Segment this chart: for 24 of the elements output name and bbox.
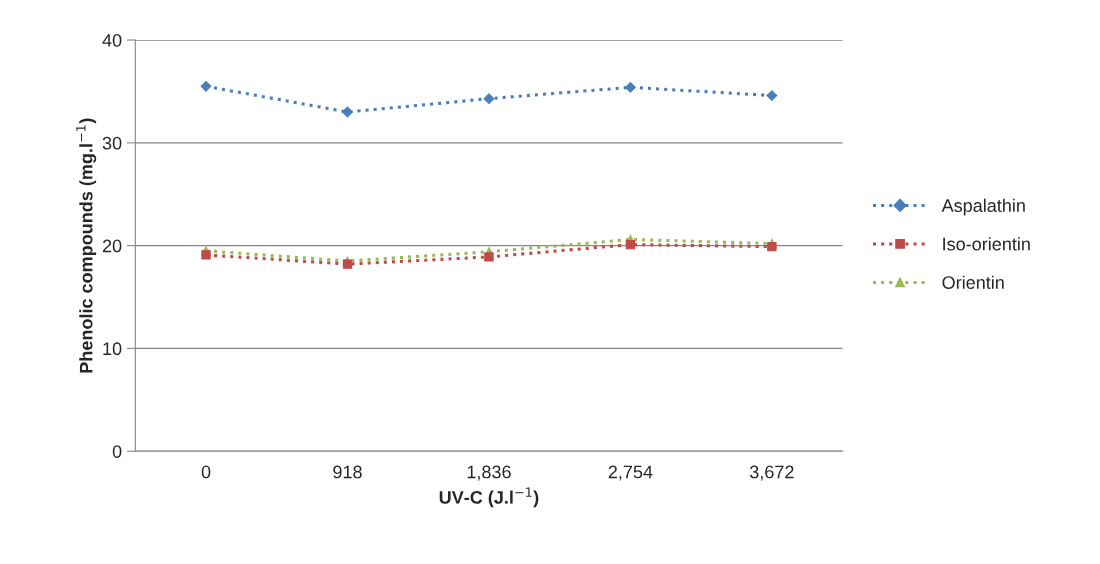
point [201,250,211,260]
y-tick-label: 40 [102,33,122,47]
legend-label: Orientin [942,275,1004,289]
point [625,239,636,250]
point [342,259,353,269]
x-tick-label: 3,672 [749,465,794,481]
x-axis-title: UV-C (J.l$^{−1}$) [439,487,539,508]
point [766,90,778,101]
point [624,81,636,93]
y-tick-label: 30 [102,136,122,150]
y-axis-title: Phenolic compounds (mg.l$^{−1}$) [76,118,97,373]
y-tick-label: 20 [102,239,122,253]
legend-label: Aspalathin [941,198,1025,216]
x-tick-label: 0 [201,465,211,479]
point [342,106,353,118]
legend-label: Iso-orientin [943,237,1030,251]
x-tick-label: 1,836 [467,465,511,481]
point [200,80,212,92]
x-tick-label: 918 [333,465,362,479]
point [483,93,495,105]
y-tick-label: 10 [103,342,122,356]
y-tick-label: 0 [112,445,122,458]
point [484,252,494,262]
x-tick-label: 2,754 [608,465,653,481]
